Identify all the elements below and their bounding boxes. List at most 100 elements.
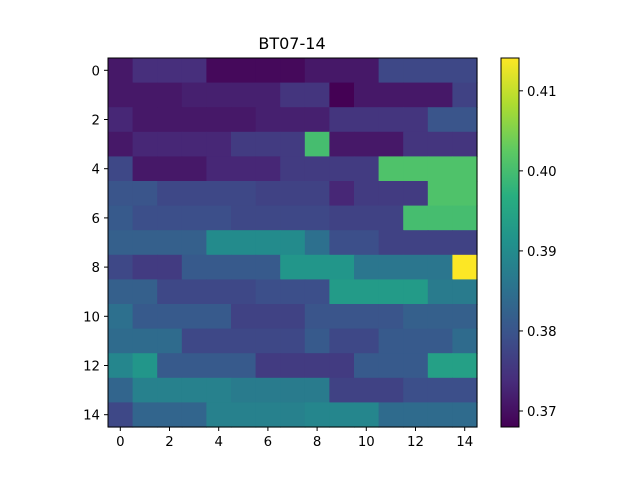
y-tick-label: 8 [92, 261, 100, 276]
heatmap-cell [132, 230, 158, 256]
heatmap-cell [427, 82, 453, 108]
heatmap-cell [181, 230, 207, 256]
heatmap-cell [329, 304, 355, 330]
heatmap-cell [157, 279, 183, 305]
heatmap-cell [132, 328, 158, 354]
heatmap-cell [132, 304, 158, 330]
heatmap-cell [304, 328, 330, 354]
heatmap-cell [427, 205, 453, 231]
heatmap-cell [206, 328, 232, 354]
heatmap-cell [255, 254, 281, 280]
heatmap-cell [304, 156, 330, 182]
heatmap-cell [452, 328, 478, 354]
heatmap-cell [378, 205, 404, 231]
heatmap-cell [329, 254, 355, 280]
heatmap-cell [280, 254, 306, 280]
colorbar-tick-label: 0.37 [527, 405, 557, 420]
heatmap-cell [427, 328, 453, 354]
heatmap-cell [280, 205, 306, 231]
plot-frame [107, 57, 478, 428]
heatmap-cell [378, 131, 404, 157]
y-tick-label: 12 [83, 360, 100, 375]
heatmap-cell [354, 279, 380, 305]
heatmap-cell [231, 82, 257, 108]
heatmap-cell [157, 230, 183, 256]
heatmap-cell [231, 107, 257, 133]
heatmap-cell [354, 82, 380, 108]
heatmap-cell [427, 230, 453, 256]
heatmap-cell [403, 107, 429, 133]
heatmap-cell [329, 377, 355, 403]
heatmap-cell [231, 181, 257, 207]
heatmap-cell [329, 353, 355, 379]
heatmap-cell [255, 156, 281, 182]
heatmap-cell [157, 58, 183, 84]
heatmap-cell [206, 58, 232, 84]
heatmap-cell [231, 279, 257, 305]
heatmap-cell [427, 279, 453, 305]
heatmap-cell [157, 82, 183, 108]
heatmap-cell [231, 254, 257, 280]
y-tick-label: 0 [92, 64, 100, 79]
heatmap-cell [354, 131, 380, 157]
heatmap-cell [255, 328, 281, 354]
heatmap-cell [329, 58, 355, 84]
heatmap-cell [304, 181, 330, 207]
heatmap-cell [181, 377, 207, 403]
heatmap-cell [403, 304, 429, 330]
heatmap-cell [354, 205, 380, 231]
heatmap-cell [427, 402, 453, 428]
heatmap-cell [181, 254, 207, 280]
heatmap-cell [378, 353, 404, 379]
x-axis: 0 2 4 6 8 10 12 14 [116, 427, 473, 450]
heatmap-cell [354, 402, 380, 428]
heatmap-cell [304, 82, 330, 108]
heatmap-cell [354, 107, 380, 133]
heatmap-cell [378, 402, 404, 428]
heatmap-cell [403, 377, 429, 403]
heatmap-cell [132, 82, 158, 108]
heatmap-cell [452, 205, 478, 231]
heatmap-cell [304, 230, 330, 256]
heatmap-cell [280, 353, 306, 379]
heatmap-cell [427, 107, 453, 133]
heatmap-cell [206, 254, 232, 280]
heatmap-cell [231, 402, 257, 428]
heatmap-cell [427, 156, 453, 182]
heatmap-cell [132, 107, 158, 133]
x-tick-label: 10 [358, 435, 375, 450]
heatmap-cell [403, 402, 429, 428]
heatmap-cell [378, 181, 404, 207]
heatmap-cell [403, 181, 429, 207]
heatmap-cell [452, 58, 478, 84]
heatmap-cell [354, 181, 380, 207]
heatmap-cell [427, 181, 453, 207]
heatmap-cell [157, 377, 183, 403]
heatmap-cell [452, 279, 478, 305]
heatmap-cell [452, 230, 478, 256]
heatmap-cell [157, 131, 183, 157]
heatmap-cell [181, 353, 207, 379]
heatmap-cell [231, 205, 257, 231]
heatmap-cell [255, 279, 281, 305]
y-tick-label: 2 [92, 114, 100, 129]
heatmap-cell [108, 377, 134, 403]
x-tick-label: 6 [264, 435, 272, 450]
heatmap-cell [378, 230, 404, 256]
heatmap-cell [132, 58, 158, 84]
heatmap-cell [354, 254, 380, 280]
heatmap-cell [304, 254, 330, 280]
colorbar-tick-label: 0.38 [527, 325, 557, 340]
heatmap-cell [304, 58, 330, 84]
heatmap-cell [132, 156, 158, 182]
heatmap-cell [378, 156, 404, 182]
colorbar-tick-label: 0.39 [527, 245, 557, 260]
heatmap-cell [403, 230, 429, 256]
heatmap-cell [255, 181, 281, 207]
heatmap-cell [329, 131, 355, 157]
heatmap-cell [304, 205, 330, 231]
heatmap-cell [452, 377, 478, 403]
heatmap-cell [354, 230, 380, 256]
heatmap-cell [304, 131, 330, 157]
